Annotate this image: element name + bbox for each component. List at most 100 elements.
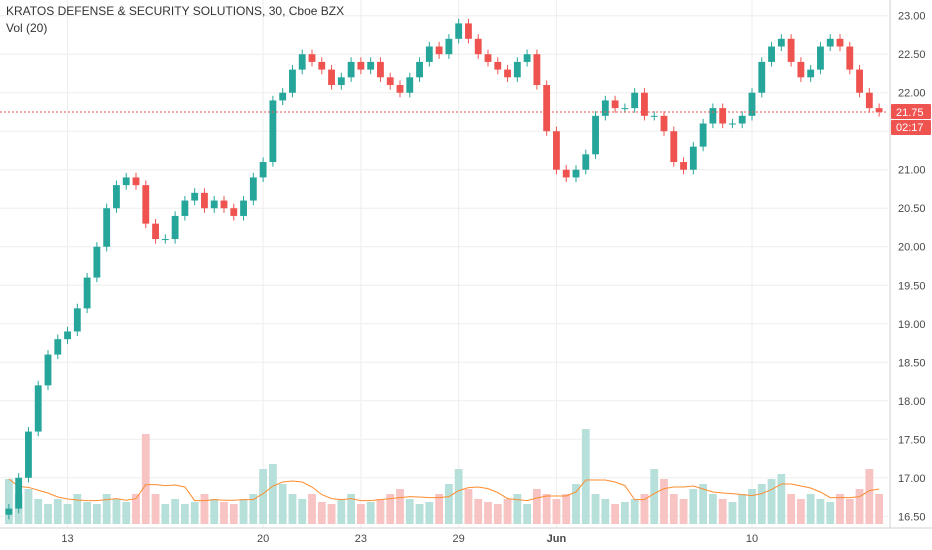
candle-body [553,131,560,170]
time-axis[interactable]: 13202329Jun10172418: [61,533,932,545]
candle-body [347,61,355,78]
candle-body [93,246,101,278]
volume-bar [738,494,747,524]
volume-bar [249,494,258,524]
volume-bar [787,494,796,524]
candle-body [113,185,120,209]
price-axis[interactable]: 23.0022.5022.0021.5021.0020.5020.0019.50… [898,11,926,524]
last-price-badge: 21.75 [891,103,931,119]
volume-bar [875,494,884,524]
candle-body [44,354,52,386]
candle-body [445,38,453,55]
candle-body [435,46,443,55]
candle-body [592,115,599,155]
volume-bar [552,499,561,524]
candle-body [631,92,639,109]
volume-bar [268,464,277,524]
candle-body [846,46,854,70]
candle-body [787,38,795,62]
price-tick-label: 22.50 [898,49,926,61]
candle-body [279,92,287,101]
time-tick-label: 20 [257,533,269,545]
candle-body [298,54,306,70]
volume-bar [806,494,815,524]
candle-body [425,46,433,62]
candle-body [132,177,140,186]
volume-bar [816,499,825,524]
candle-body [494,61,502,70]
volume-bar [523,504,532,524]
symbol-title[interactable]: KRATOS DEFENSE & SECURITY SOLUTIONS, 30,… [6,4,345,18]
volume-bar [288,494,297,524]
candle-body [161,239,169,241]
candle-body [504,69,511,78]
volume-bar [112,499,121,524]
candle-body [181,200,189,216]
volume-bar [337,499,346,524]
volume-bar [396,489,404,524]
candle-body [856,69,863,93]
candle-body [621,108,629,110]
candle-body [122,177,130,186]
volume-ma-line [8,478,880,502]
volume-bar [63,504,72,524]
price-tick-label: 23.00 [898,11,926,23]
last-price-label: 21.75 [896,107,924,119]
volume-bar [640,494,649,524]
volume-bar [122,502,131,524]
volume-bar [767,479,776,524]
volume-bar [718,499,727,524]
candle-body [738,115,746,124]
candle-body [210,200,218,209]
time-tick-label: 29 [453,533,465,545]
countdown-label: 02:17 [896,122,924,134]
price-tick-label: 16.50 [898,511,926,523]
candle-body [680,162,687,170]
volume-indicator-label[interactable]: Vol (20) [6,21,48,35]
candle-body [543,85,551,132]
candle-body [689,146,697,170]
candle-body [513,61,521,78]
volume-bar [190,502,199,524]
volume-bar [836,494,844,524]
volume-bar [532,489,541,524]
legend: KRATOS DEFENSE & SECURITY SOLUTIONS, 30,… [6,3,344,37]
candle-body [15,477,23,509]
volume-bar [699,484,708,524]
volume-bar [4,479,13,524]
candle-body [64,331,71,340]
volume-bar [826,502,835,524]
candle-body [152,223,159,240]
volume-bar [757,484,766,524]
candle-body [259,162,267,178]
volume-bar [259,469,268,524]
volume-bar [728,502,737,524]
volume-bar [748,489,756,524]
volume-bar [161,504,170,524]
candle-body [386,77,394,86]
volume-bar [503,499,512,524]
volume-bar [855,489,864,524]
volume-bar [239,499,248,524]
volume-bar [405,499,414,524]
candle-body [670,131,678,163]
volume-bar [24,489,33,524]
volume-bar [669,494,678,524]
candle-body [719,108,727,124]
volume-bar [171,499,180,524]
price-tick-label: 18.50 [898,357,926,369]
candle-body [748,92,756,116]
volume-bar [327,504,336,524]
candle-body [73,308,81,332]
candle-body [601,100,609,116]
volume-bar [474,499,483,524]
volume-bar [151,494,160,524]
volume-bar [581,429,590,524]
candle-body [758,61,766,93]
volume-bars [4,429,884,524]
candle-body [269,100,277,163]
volume-bar [542,494,551,524]
candle-body [230,208,238,216]
